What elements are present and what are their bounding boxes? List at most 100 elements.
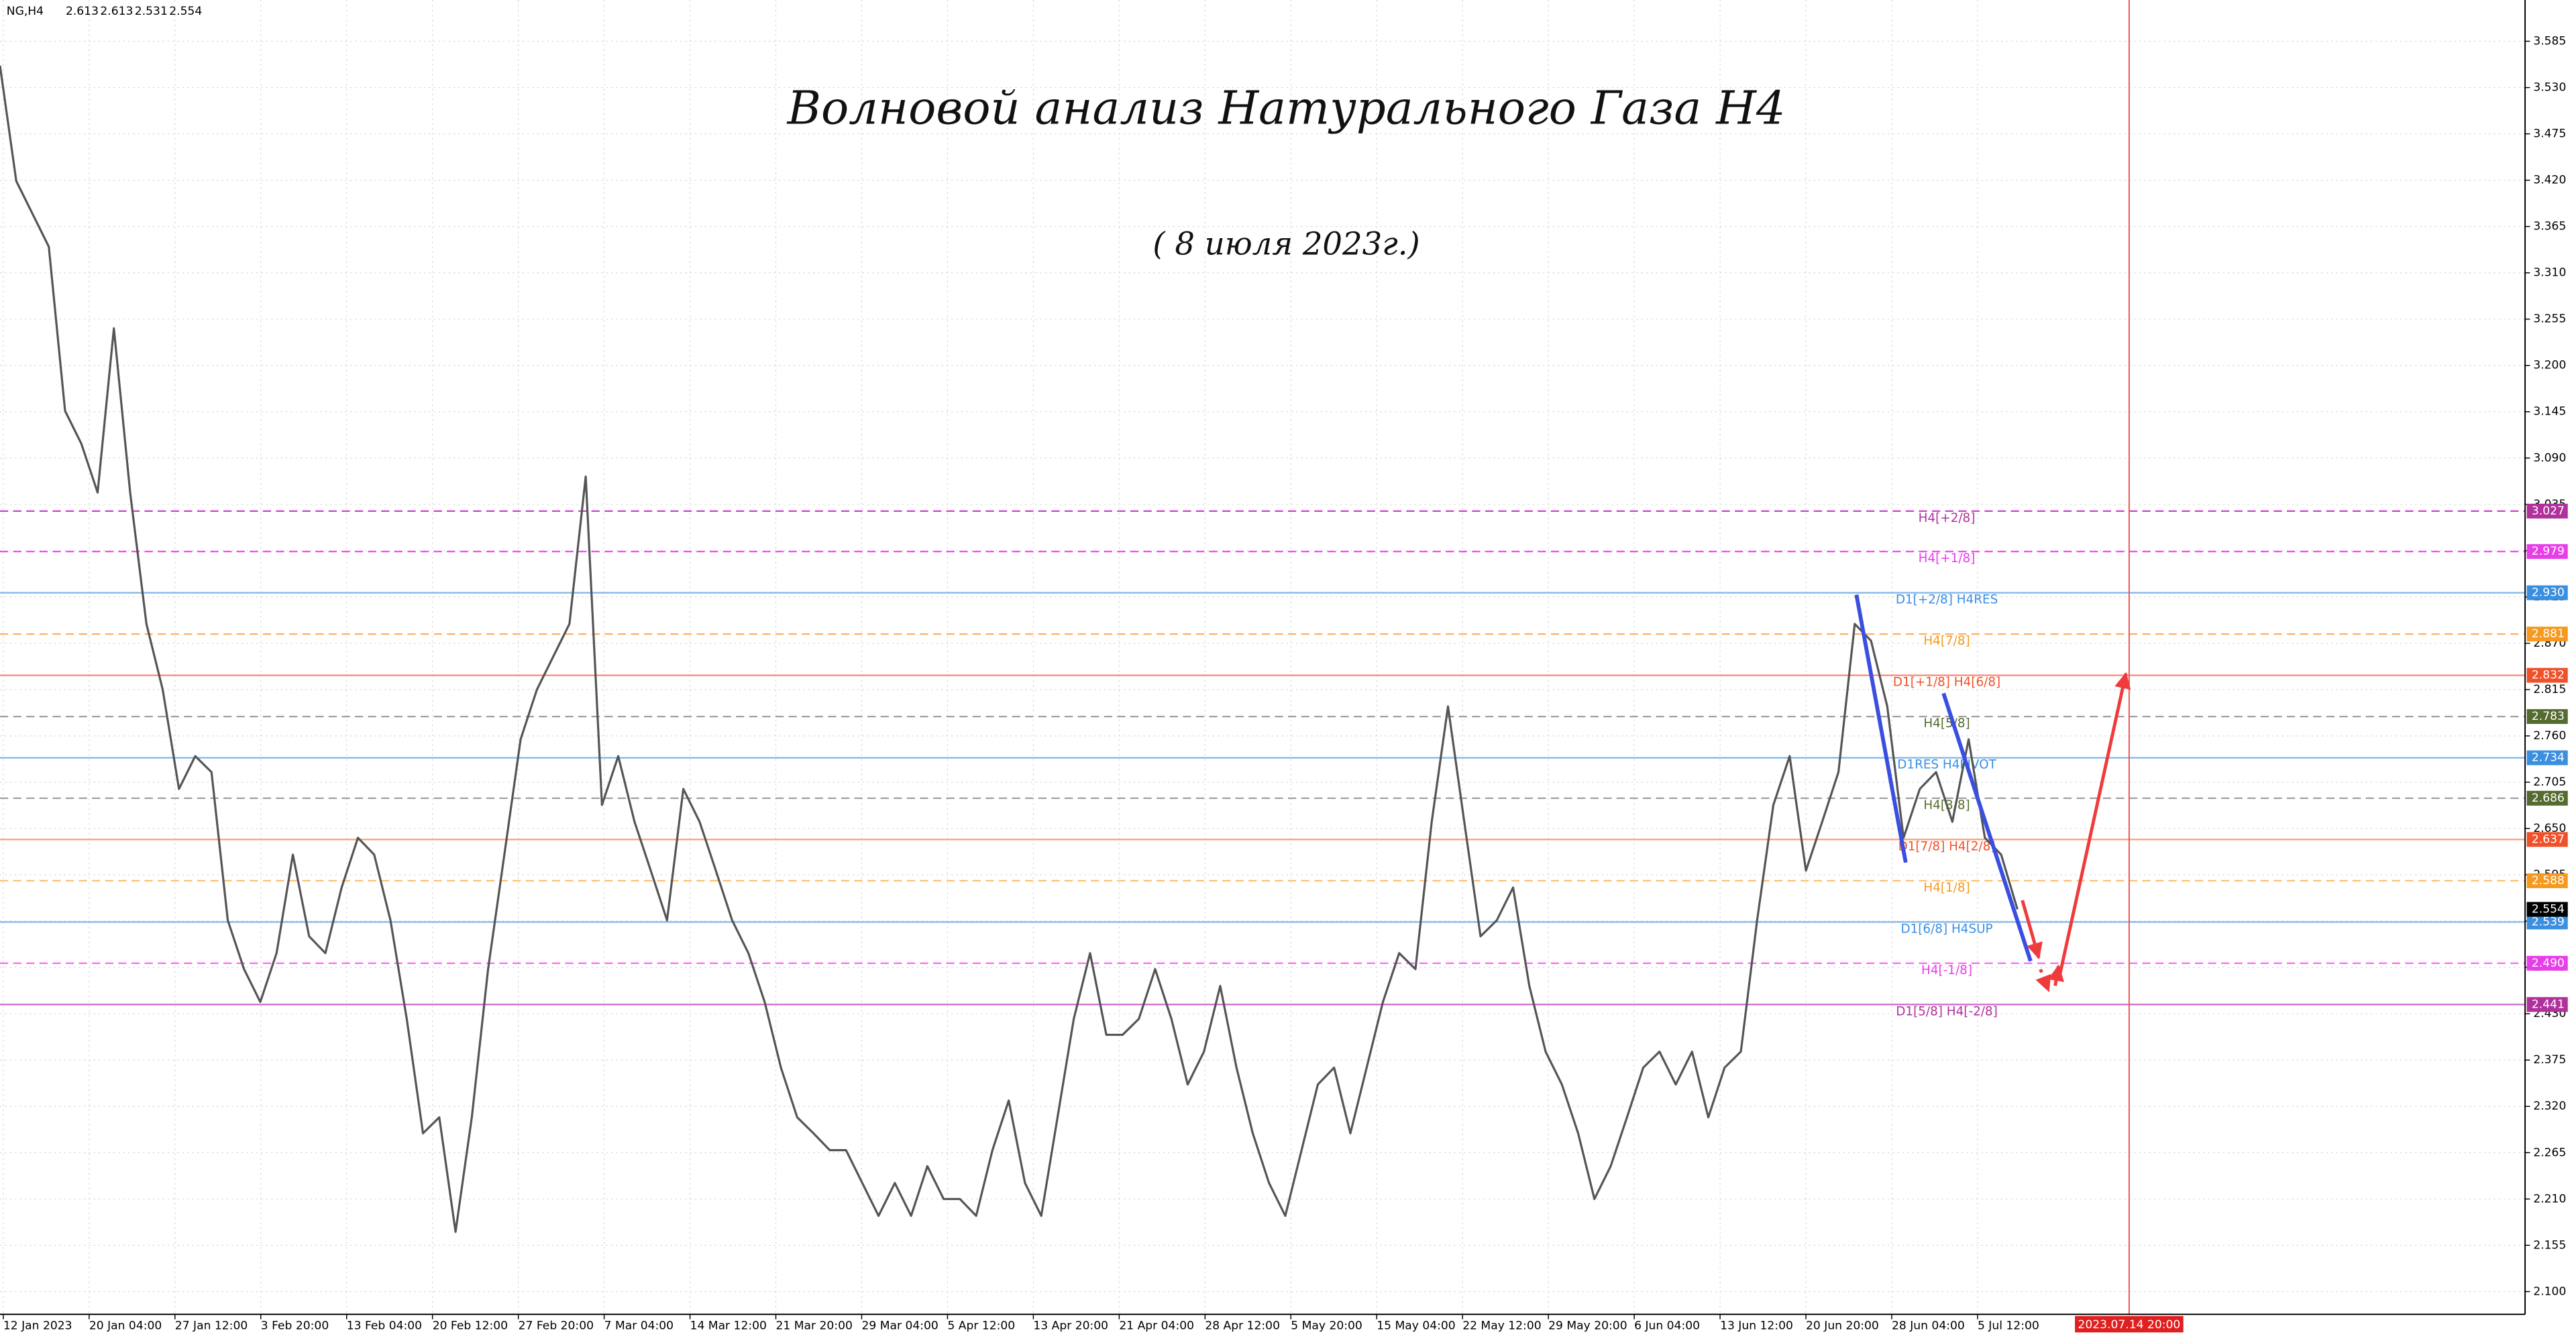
x-tick-label: 14 Mar 12:00 [690,1319,767,1332]
x-tick-label: 29 Mar 04:00 [861,1319,938,1332]
y-tick-label: 3.145 [2533,405,2566,419]
header-high: 2.613 [100,5,133,18]
x-tick-label: 12 Jan 2023 [3,1319,72,1332]
header-low: 2.531 [135,5,168,18]
x-tick-label: 21 Apr 04:00 [1119,1319,1194,1332]
level-price-box [2526,503,2568,519]
level-price-label: 2.539 [2532,915,2565,928]
y-tick-label: 2.375 [2533,1053,2566,1067]
level-price-label: 2.686 [2532,792,2565,805]
level-label: H4[5/8] [1923,716,1970,731]
price-series [0,65,2019,1233]
forecast-arrow [2047,964,2065,986]
level-label: D1[+1/8] H4[6/8] [1893,676,2000,690]
forecast-arrow [2057,672,2131,981]
x-tick-label: 5 Apr 12:00 [947,1319,1015,1332]
price-line [0,65,2019,1233]
y-tick-label: 2.100 [2533,1285,2566,1298]
x-axis-labels: 12 Jan 2023 20 Jan 04:00 27 Jan 12:00 3 Feb… [3,1314,2039,1332]
wave-line [1854,594,1908,863]
x-tick-label: 27 Jan 12:00 [175,1319,248,1332]
wave-line [1941,692,2033,962]
level-price-box [2526,997,2568,1012]
level-price-label: 2.441 [2532,998,2565,1011]
header-open: 2.613 [66,5,99,18]
level-price-label: 2.588 [2532,874,2565,888]
time-marker-label: 2023.07.14 20:00 [2078,1318,2180,1332]
x-tick-label: 13 Jun 12:00 [1720,1319,1793,1332]
y-tick-label: 3.255 [2533,313,2566,326]
y-tick-label: 2.815 [2533,683,2566,696]
level-price-label: 2.930 [2532,586,2565,600]
forecast-arrow [2035,969,2051,993]
grid [0,0,2526,1315]
y-tick-label: 2.155 [2533,1238,2566,1252]
chart-title: Волновой анализ Натурального Газа H4 [786,82,1786,136]
level-label: H4[-1/8] [1921,963,1972,977]
x-tick-label: 5 Jul 12:00 [1978,1319,2039,1332]
header-close: 2.554 [169,5,202,18]
y-tick-label: 3.585 [2533,35,2566,48]
level-price-label: 2.832 [2532,669,2565,682]
x-tick-label: 6 Jun 04:00 [1634,1319,1700,1332]
symbol: NG,H4 [7,5,44,18]
level-price-box [2526,832,2568,847]
level-price-label: 2.783 [2532,710,2565,723]
y-tick-label: 2.265 [2533,1146,2566,1159]
level-price-box [2526,873,2568,888]
level-price-box [2526,585,2568,600]
y-tick-label: 3.365 [2533,220,2566,233]
annotations [1854,594,2131,993]
x-tick-label: 27 Feb 20:00 [519,1319,594,1332]
x-tick-label: 20 Feb 12:00 [433,1319,508,1332]
x-tick-label: 22 May 12:00 [1462,1319,1541,1332]
y-tick-label: 2.320 [2533,1100,2566,1113]
level-label: D1[7/8] H4[2/8] [1898,839,1996,853]
x-tick-label: 13 Feb 04:00 [347,1319,422,1332]
level-price-box [2526,709,2568,725]
y-tick-label: 3.475 [2533,127,2566,141]
x-tick-label: 20 Jan 04:00 [89,1319,162,1332]
x-tick-label: 28 Jun 04:00 [1892,1319,1965,1332]
x-tick-label: 29 May 20:00 [1548,1319,1627,1332]
level-price-label: 3.027 [2532,504,2565,518]
y-tick-label: 3.200 [2533,359,2566,372]
level-price-box [2526,955,2568,971]
forecast-arrow [2021,900,2043,960]
x-tick-label: 5 May 20:00 [1291,1319,1362,1332]
x-tick-label: 20 Jun 20:00 [1806,1319,1879,1332]
level-label: H4[+1/8] [1919,551,1976,566]
x-tick-label: 7 Mar 04:00 [604,1319,674,1332]
level-label: H4[+2/8] [1919,511,1976,525]
level-label: D1[5/8] H4[-2/8] [1896,1004,1998,1018]
levels: H4[+2/8] H4[+1/8] D1[+2/8] H4RES H4[7/8] D1[… [0,510,2526,1018]
level-label: D1[+2/8] H4RES [1896,593,1998,607]
level-label: H4[7/8] [1923,634,1970,648]
level-price-box [2526,914,2568,930]
y-tick-label: 2.650 [2533,822,2566,835]
level-price-box [2526,627,2568,642]
y-axis-labels: 3.585 3.530 3.475 3.420 3.365 3.310 3.255 3.200… [2525,35,2568,1298]
current-price-box [2526,902,2568,917]
y-tick-label: 3.420 [2533,174,2566,187]
level-label: H4[1/8] [1923,881,1970,895]
current-price-label: 2.554 [2532,903,2565,916]
level-price-box [2526,667,2568,683]
level-label: D1RES H4PIVOT [1897,758,1996,772]
level-price-label: 2.490 [2532,957,2565,970]
level-price-label: 2.979 [2532,545,2565,558]
level-price-box [2526,750,2568,765]
y-tick-label: 3.310 [2533,266,2566,280]
x-tick-label: 13 Apr 20:00 [1033,1319,1108,1332]
level-price-label: 2.637 [2532,833,2565,846]
level-price-label: 2.734 [2532,751,2565,765]
chart-subtitle: ( 8 июля 2023г.) [1152,225,1419,262]
time-marker-box [2075,1316,2184,1333]
x-tick-label: 15 May 04:00 [1377,1319,1455,1332]
x-tick-label: 21 Mar 20:00 [776,1319,853,1332]
x-tick-label: 28 Apr 12:00 [1205,1319,1280,1332]
y-tick-label: 3.090 [2533,451,2566,465]
